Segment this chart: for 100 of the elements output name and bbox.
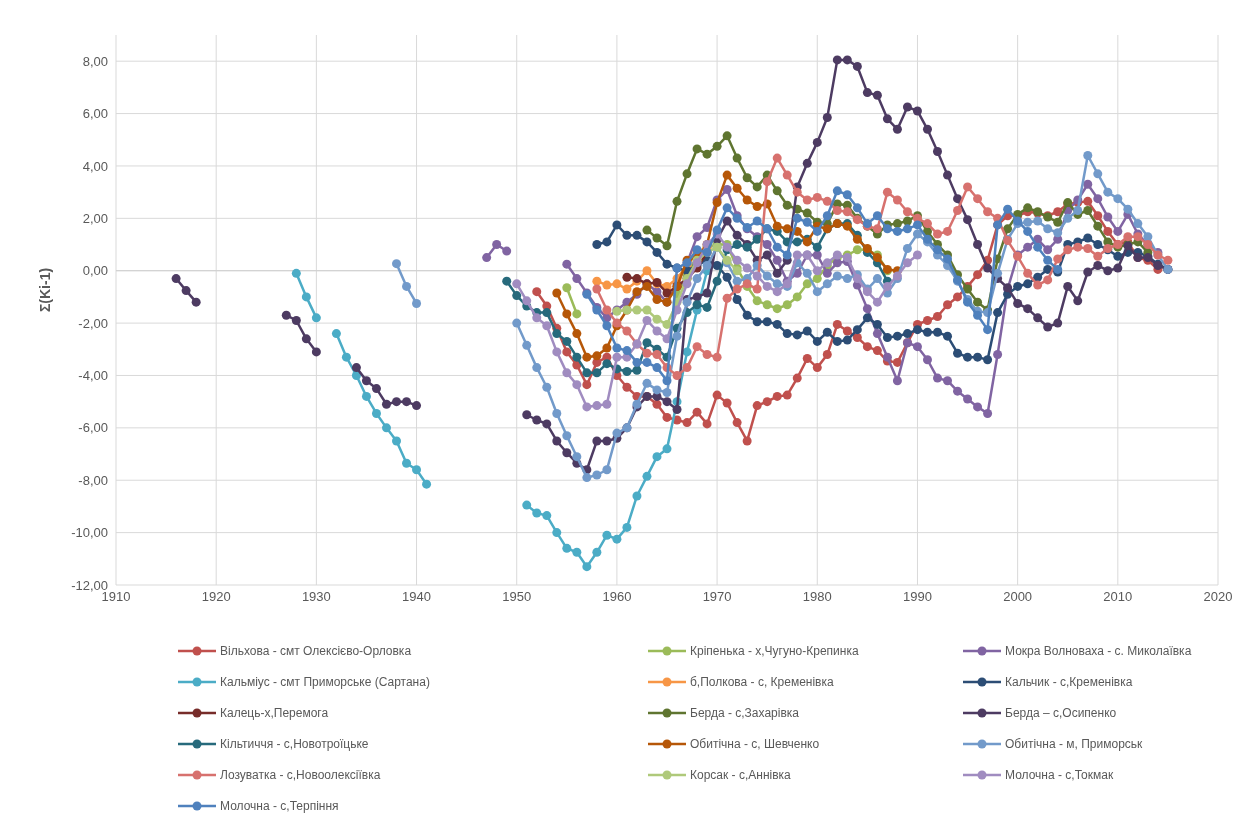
x-tick-label: 2000	[1003, 589, 1033, 605]
point	[912, 220, 922, 230]
point	[752, 284, 762, 294]
point	[722, 272, 732, 282]
point	[872, 224, 882, 234]
point	[772, 287, 782, 297]
point	[922, 327, 932, 337]
point	[512, 291, 522, 301]
point	[542, 511, 552, 521]
point	[371, 408, 381, 418]
point	[782, 170, 792, 180]
point	[502, 276, 512, 286]
point	[1013, 281, 1023, 291]
point	[381, 423, 391, 433]
point	[522, 296, 532, 306]
point	[852, 234, 862, 244]
point	[932, 229, 942, 239]
point	[311, 313, 321, 323]
point	[682, 169, 692, 179]
point	[682, 279, 692, 289]
point	[632, 230, 642, 240]
point	[902, 216, 912, 226]
point	[842, 335, 852, 345]
point	[522, 500, 532, 510]
point	[812, 336, 822, 346]
point	[712, 225, 722, 235]
point	[642, 348, 652, 358]
point	[862, 313, 872, 323]
point	[772, 304, 782, 314]
point	[632, 305, 642, 315]
point	[772, 153, 782, 163]
point	[902, 329, 912, 339]
point	[702, 350, 712, 360]
point	[692, 300, 702, 310]
point	[622, 346, 632, 356]
point	[932, 327, 942, 337]
point	[912, 250, 922, 260]
point	[642, 237, 652, 247]
point	[902, 207, 912, 217]
point	[592, 240, 602, 250]
point	[973, 297, 983, 307]
point	[792, 187, 802, 197]
point	[542, 321, 552, 331]
y-tick-label: 2,00	[82, 210, 108, 226]
point	[842, 190, 852, 200]
point	[732, 255, 742, 265]
point	[552, 329, 562, 339]
point	[592, 368, 602, 378]
legend-label: Обитічна - м, Приморськ	[1005, 737, 1144, 752]
point	[993, 308, 1003, 318]
point	[331, 329, 341, 339]
point	[602, 343, 612, 353]
point	[892, 195, 902, 205]
point	[983, 207, 993, 217]
point	[892, 226, 902, 236]
point	[682, 347, 692, 357]
point	[662, 319, 672, 329]
point	[953, 348, 963, 358]
point	[712, 141, 722, 151]
legend-label: Калець-х,Перемога	[220, 706, 329, 721]
point	[902, 224, 912, 234]
point	[943, 254, 953, 264]
point	[722, 293, 732, 303]
x-tick-label: 1920	[201, 589, 231, 605]
point	[792, 213, 802, 223]
y-tick-label: -2,00	[78, 315, 108, 331]
point	[822, 196, 832, 206]
point	[732, 240, 742, 250]
point	[742, 310, 752, 320]
point	[662, 376, 672, 386]
point	[622, 367, 632, 377]
x-tick-label: 1970	[702, 589, 732, 605]
point	[1083, 243, 1093, 253]
point	[792, 237, 802, 247]
point	[983, 355, 993, 365]
point	[772, 242, 782, 252]
point	[1123, 232, 1133, 242]
legend-label: Кільтиччя - с,Новотроїцьке	[220, 737, 369, 752]
y-tick-label: 4,00	[82, 158, 108, 174]
y-tick-label: -6,00	[78, 420, 108, 436]
point	[772, 186, 782, 196]
point	[792, 292, 802, 302]
point	[1023, 279, 1033, 289]
point	[943, 331, 953, 341]
point	[422, 479, 432, 489]
point	[812, 266, 822, 276]
point	[882, 333, 892, 342]
point	[552, 288, 562, 298]
point	[812, 192, 822, 202]
point	[722, 203, 732, 213]
point	[572, 352, 582, 362]
point	[602, 530, 612, 540]
point	[752, 317, 762, 327]
legend-label: Кальміус - смт Приморське (Сартана)	[220, 675, 430, 690]
point	[802, 279, 812, 289]
point	[662, 444, 672, 454]
point	[592, 401, 602, 411]
point	[341, 352, 351, 362]
point	[652, 295, 662, 305]
point	[612, 279, 622, 289]
